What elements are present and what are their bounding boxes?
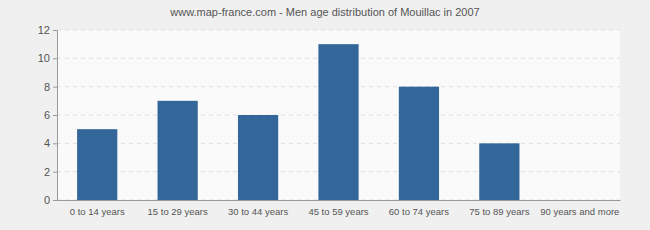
y-tick-mark bbox=[53, 30, 57, 31]
x-tick: 60 to 74 years bbox=[389, 200, 449, 217]
y-axis: 0 2 4 6 8 10 12 bbox=[38, 24, 58, 206]
x-axis: 0 to 14 years 15 to 29 years 30 to 44 year… bbox=[58, 200, 621, 217]
bar bbox=[158, 101, 198, 200]
y-tick: 6 bbox=[44, 109, 57, 121]
x-tick: 15 to 29 years bbox=[148, 200, 208, 217]
y-tick-mark bbox=[53, 143, 57, 144]
x-tick-label: 30 to 44 years bbox=[228, 206, 288, 217]
x-tick: 45 to 59 years bbox=[308, 200, 368, 217]
bar bbox=[318, 44, 358, 200]
bar bbox=[399, 87, 439, 200]
x-tick-label: 75 to 89 years bbox=[469, 206, 529, 217]
y-tick: 10 bbox=[38, 52, 57, 64]
y-tick-mark bbox=[53, 87, 57, 88]
y-tick: 4 bbox=[44, 137, 57, 149]
y-tick: 2 bbox=[44, 166, 57, 178]
title: www.map-france.com - Men age distributio… bbox=[169, 6, 479, 18]
y-tick-label: 2 bbox=[44, 166, 50, 178]
x-tick-label: 0 to 14 years bbox=[70, 206, 125, 217]
y-axis-line bbox=[53, 31, 58, 201]
y-tick-label: 4 bbox=[44, 137, 50, 149]
y-tick-label: 6 bbox=[44, 109, 50, 121]
plot: 0 2 4 6 8 10 12 0 to 14 years 15 to 29 years 30 t… bbox=[38, 24, 621, 217]
y-tick-mark bbox=[53, 200, 57, 201]
bars bbox=[77, 44, 519, 200]
y-tick: 12 bbox=[38, 24, 57, 36]
y-tick-label: 0 bbox=[44, 194, 50, 206]
y-tick: 8 bbox=[44, 81, 57, 93]
y-tick-label: 10 bbox=[38, 52, 50, 64]
y-tick: 0 bbox=[44, 194, 57, 206]
x-tick-label: 45 to 59 years bbox=[308, 206, 368, 217]
x-tick-label: 60 to 74 years bbox=[389, 206, 449, 217]
y-tick-mark bbox=[53, 115, 57, 116]
y-tick-mark bbox=[53, 58, 57, 59]
x-tick-label: 15 to 29 years bbox=[148, 206, 208, 217]
y-tick-label: 8 bbox=[44, 81, 50, 93]
plot-area bbox=[57, 30, 620, 200]
x-tick: 30 to 44 years bbox=[228, 200, 288, 217]
y-tick-mark bbox=[53, 172, 57, 173]
x-tick: 0 to 14 years bbox=[70, 200, 125, 217]
chart: 0 2 4 6 8 10 12 0 to 14 years 15 to 29 years 30 t… bbox=[0, 0, 650, 230]
x-axis-line bbox=[58, 200, 621, 201]
bar bbox=[77, 129, 117, 200]
bar bbox=[560, 200, 600, 201]
y-tick-label: 12 bbox=[38, 24, 50, 36]
x-tick: 90 years and more bbox=[540, 200, 619, 217]
background bbox=[0, 0, 650, 230]
grid-line bbox=[57, 30, 620, 31]
bar bbox=[238, 115, 278, 200]
x-tick-label: 90 years and more bbox=[540, 206, 619, 217]
x-tick: 75 to 89 years bbox=[469, 200, 529, 217]
bar bbox=[479, 143, 519, 200]
grid bbox=[57, 30, 620, 200]
